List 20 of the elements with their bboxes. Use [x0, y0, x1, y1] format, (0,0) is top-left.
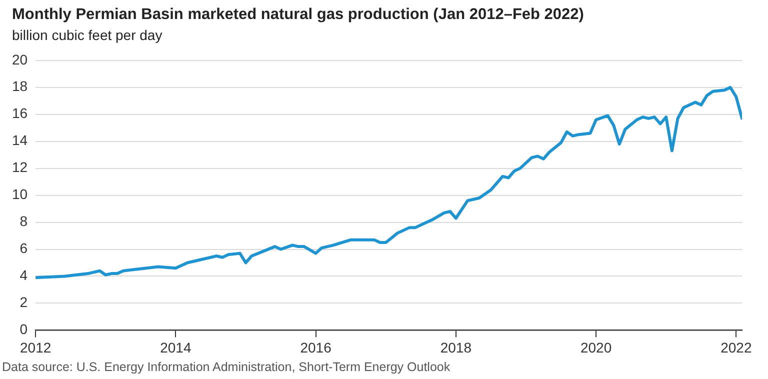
x-tick-label: 2018: [440, 339, 472, 356]
y-tick-label: 16: [12, 105, 28, 122]
x-tick-label: 2012: [20, 339, 52, 356]
x-tick-label: 2022: [720, 339, 752, 356]
y-tick-label: 20: [12, 51, 28, 68]
y-tick-label: 4: [20, 267, 28, 284]
y-tick-label: 0: [20, 321, 28, 338]
x-tick-label: 2016: [300, 339, 332, 356]
x-tick-label: 2014: [160, 339, 192, 356]
x-tick-label: 2020: [580, 339, 612, 356]
y-tick-label: 10: [12, 186, 28, 202]
chart-title: Monthly Permian Basin marketed natural gas production (Jan 2012–Feb 2022): [12, 6, 584, 24]
source-note: Data source: U.S. Energy Information Administration, Short-Term Energy Outlook: [2, 360, 450, 374]
y-tick-label: 12: [12, 159, 28, 176]
y-tick-label: 2: [20, 294, 28, 310]
y-tick-label: 8: [20, 213, 28, 230]
y-tick-label: 18: [12, 78, 28, 94]
y-tick-label: 6: [20, 240, 28, 256]
y-axis-title: billion cubic feet per day: [12, 27, 162, 43]
y-tick-label: 14: [12, 132, 28, 148]
